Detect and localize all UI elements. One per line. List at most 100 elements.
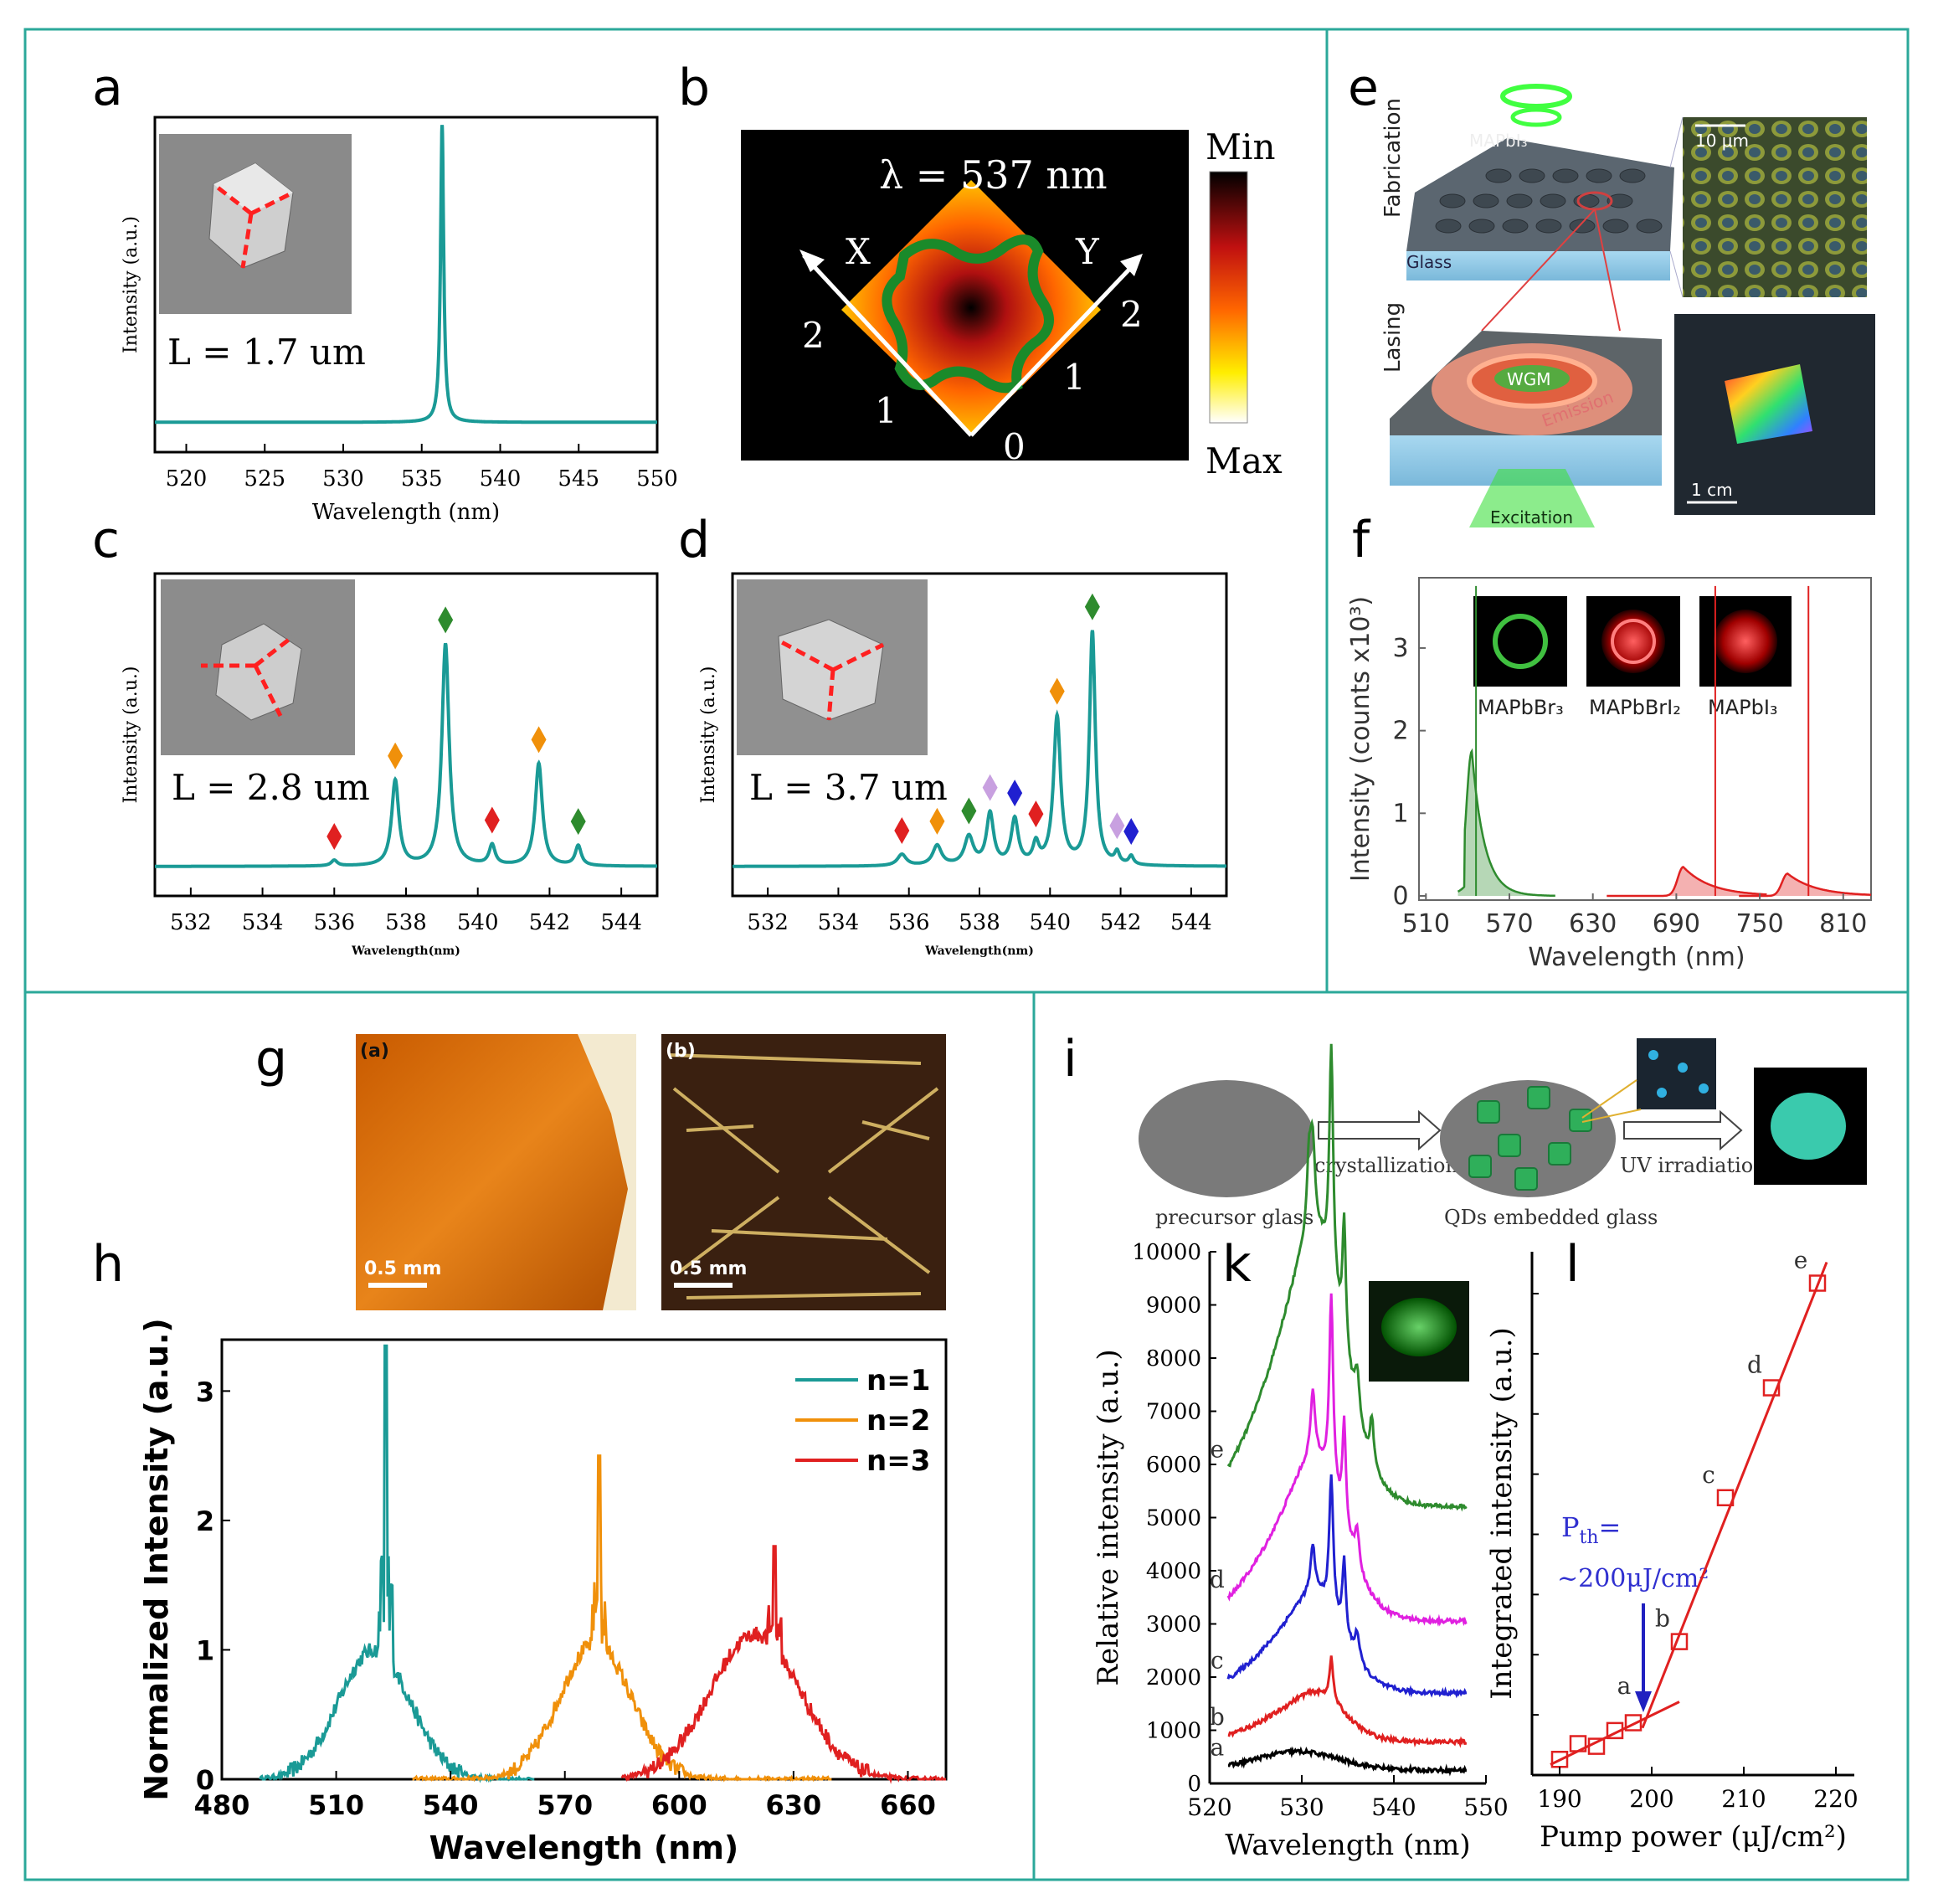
l-point-label-b: b — [1655, 1605, 1670, 1633]
f-inset-label-2: MAPbBrI₂ — [1589, 696, 1681, 719]
k-line-c — [1226, 1474, 1468, 1699]
k-ytick-label-0: 0 — [1187, 1772, 1201, 1797]
i-precursor: precursor glass — [1155, 1206, 1314, 1229]
mode-marker-d-5 — [1028, 800, 1044, 828]
spectrum-line-c — [155, 642, 657, 868]
inset-sem-a — [159, 134, 352, 314]
l-point-1 — [1569, 1735, 1587, 1752]
letter-a: a — [92, 59, 123, 117]
k-ytick-label-2: 2000 — [1146, 1665, 1201, 1690]
mode-marker-d-1 — [929, 807, 945, 835]
mode-marker-d-9 — [1123, 817, 1139, 845]
mode-marker-d-8 — [1109, 812, 1125, 840]
colorbar-max: Max — [1206, 440, 1283, 481]
h-xtick-label-0: 480 — [194, 1789, 250, 1821]
l-point-7 — [1762, 1379, 1781, 1397]
k-line-b — [1227, 1655, 1468, 1748]
h-ylabel: Normalized Intensity (a.u.) — [138, 1318, 175, 1801]
l-xtick-label-0: 190 — [1537, 1785, 1581, 1813]
g-label-b: (b) — [666, 1041, 696, 1062]
f-ytick-label-0: 0 — [1392, 882, 1408, 911]
photo-a-edge — [578, 1034, 636, 1310]
xtick-label-a-0: 520 — [166, 466, 208, 491]
xtick-label-c-4: 540 — [457, 910, 499, 935]
k-ytick-label-9: 9000 — [1146, 1294, 1201, 1319]
xtick-label-c-0: 532 — [170, 910, 212, 935]
i-uv: UV irradiation — [1620, 1154, 1766, 1177]
laser-beam-ring — [1510, 107, 1562, 127]
mode-marker-c-5 — [570, 808, 586, 836]
xtick-label-a-4: 540 — [480, 466, 522, 491]
xtick-label-c-6: 544 — [600, 910, 642, 935]
b-axis-y: Y — [1075, 231, 1100, 272]
k-ylabel: Relative intensity (a.u.) — [1092, 1349, 1125, 1685]
xtick-label-a-3: 535 — [401, 466, 443, 491]
k-series-label-b: b — [1210, 1703, 1225, 1731]
colorbar — [1209, 171, 1248, 424]
f-inset-3 — [1699, 596, 1792, 687]
k-ytick-label-10: 10000 — [1132, 1240, 1201, 1265]
mode-marker-c-1 — [388, 742, 404, 769]
mode-marker-c-3 — [484, 806, 500, 834]
chart-h-frame — [220, 1338, 948, 1781]
k-ytick-label-3: 3000 — [1146, 1613, 1201, 1638]
panel-b: λ = 537 nm X Y 2 1 0 1 2 Min Max — [741, 126, 1283, 481]
letter-e: e — [1348, 59, 1379, 117]
h-line-n=3 — [620, 1545, 946, 1784]
mode-marker-d-7 — [1084, 593, 1100, 620]
axis-x-arrowhead — [799, 250, 825, 272]
l-point-label-e: e — [1794, 1247, 1808, 1274]
xlabel-a: Wavelength (nm) — [312, 500, 500, 525]
f-xtick-label-3: 690 — [1653, 909, 1700, 939]
k-ytick-label-6: 6000 — [1146, 1453, 1201, 1478]
xtick-label-d-5: 542 — [1100, 910, 1142, 935]
f-xtick-label-0: 510 — [1402, 909, 1450, 939]
panel-i: precursor glass crystallization QDs embe… — [1139, 1038, 1867, 1229]
pth-sub: th — [1580, 1527, 1599, 1548]
mode-marker-d-0 — [894, 817, 910, 845]
f-xtick-label-5: 810 — [1819, 909, 1867, 939]
h-ytick-label-2: 2 — [196, 1505, 214, 1537]
mode-marker-c-0 — [326, 823, 342, 851]
qd-cubes — [1468, 1086, 1592, 1191]
axis-x-arrow — [802, 254, 973, 437]
f-xtick-label-4: 750 — [1735, 909, 1783, 939]
i-crystallization: crystallization — [1314, 1154, 1458, 1177]
f-inset-label-1: MAPbBr₃ — [1478, 696, 1564, 719]
xtick-label-d-4: 540 — [1029, 910, 1071, 935]
f-area-0 — [1457, 751, 1555, 896]
g-scale-b: 0.5 mm — [670, 1258, 747, 1279]
chart-f-frame — [1418, 577, 1872, 901]
panel-g: (a) 0.5 mm (b) 0.5 mm — [356, 1034, 946, 1310]
k-ytick-label-7: 7000 — [1146, 1400, 1201, 1425]
crystal-structure — [1637, 1038, 1716, 1109]
l-fit-below — [1550, 1701, 1680, 1766]
b-title: λ = 537 nm — [879, 152, 1108, 198]
g-scale-a: 0.5 mm — [364, 1258, 441, 1279]
k-ytick-label-5: 5000 — [1146, 1506, 1201, 1531]
svg-text:Pth=: Pth= — [1561, 1511, 1621, 1548]
letter-l: l — [1565, 1235, 1580, 1294]
f-ytick-label-2: 2 — [1392, 717, 1408, 746]
l-point-label-d: d — [1747, 1351, 1762, 1379]
axis-y-arrow — [969, 258, 1140, 437]
zoom-line-i2 — [1581, 1109, 1642, 1123]
spectrum-line-d — [733, 630, 1226, 868]
crystal-atoms — [1648, 1050, 1709, 1098]
xtick-label-d-0: 532 — [747, 910, 789, 935]
l-point-4 — [1624, 1714, 1643, 1732]
letter-b: b — [678, 59, 710, 117]
colorbar-min: Min — [1206, 126, 1276, 167]
zoom-line-2 — [1669, 250, 1684, 298]
k-line-e — [1226, 1043, 1468, 1512]
k-line-d — [1226, 1293, 1468, 1627]
e-material: MAPbI₃ — [1469, 131, 1528, 151]
mode-marker-c-4 — [531, 726, 547, 754]
chart-h: n=1 n=2 n=3 480 510 540 570 600 630 660 0 1 2 3 Wavele… — [138, 1318, 948, 1866]
i-qds: QDs embedded glass — [1444, 1206, 1658, 1229]
h-xtick-label-2: 540 — [423, 1789, 479, 1821]
xtick-label-a-2: 530 — [322, 466, 364, 491]
h-xtick-label-6: 660 — [880, 1789, 936, 1821]
h-line-n=1 — [259, 1344, 535, 1783]
g-label-a: (a) — [360, 1041, 389, 1062]
